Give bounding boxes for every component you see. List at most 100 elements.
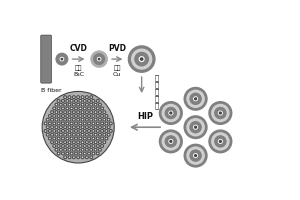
Circle shape [70,107,73,110]
Circle shape [78,112,79,113]
Circle shape [68,155,71,159]
Circle shape [95,149,96,150]
Circle shape [64,96,66,98]
Circle shape [93,145,94,147]
Circle shape [97,130,99,132]
Circle shape [71,108,72,109]
Circle shape [103,119,105,121]
Circle shape [86,119,88,120]
Circle shape [57,144,61,148]
Circle shape [91,127,92,128]
Circle shape [87,129,91,133]
Circle shape [76,140,80,144]
Circle shape [52,127,53,128]
Circle shape [46,133,50,137]
Circle shape [44,122,47,125]
Circle shape [66,152,68,155]
Circle shape [105,122,108,125]
Circle shape [58,137,60,140]
Circle shape [60,104,62,106]
Circle shape [70,130,73,132]
Circle shape [58,145,59,147]
Circle shape [69,112,70,113]
Circle shape [64,142,66,143]
Circle shape [55,118,59,122]
Text: CVD: CVD [70,44,88,53]
Circle shape [60,149,62,150]
Circle shape [92,115,95,117]
Circle shape [78,144,82,148]
Circle shape [79,107,82,110]
Circle shape [75,137,77,140]
Circle shape [94,103,98,107]
Circle shape [56,119,57,120]
Circle shape [94,125,98,129]
Circle shape [85,110,89,114]
Circle shape [80,145,81,147]
Circle shape [99,104,101,106]
Circle shape [90,96,92,98]
Circle shape [57,137,61,140]
Circle shape [48,114,52,118]
Circle shape [55,126,58,128]
Circle shape [68,148,71,152]
Circle shape [70,144,74,148]
Circle shape [77,134,79,136]
Circle shape [104,137,108,140]
Circle shape [68,118,71,122]
Circle shape [70,152,73,155]
Circle shape [88,122,90,125]
Circle shape [64,112,66,113]
Circle shape [77,119,79,121]
Circle shape [98,148,102,152]
Circle shape [68,110,71,114]
Circle shape [159,129,183,153]
Circle shape [49,115,50,117]
Circle shape [74,152,78,155]
Circle shape [79,137,82,140]
Circle shape [64,104,66,106]
Circle shape [64,119,66,121]
Circle shape [52,114,56,118]
Circle shape [55,133,59,137]
Circle shape [84,130,86,132]
Text: HIP: HIP [137,112,153,121]
Circle shape [93,108,94,109]
Circle shape [58,138,59,139]
Circle shape [81,111,84,113]
Circle shape [86,96,88,98]
Circle shape [81,103,85,107]
Circle shape [58,115,60,117]
Circle shape [169,140,172,143]
Circle shape [86,126,88,128]
Circle shape [77,126,79,128]
Circle shape [61,137,65,140]
Circle shape [78,127,79,128]
Circle shape [161,132,180,151]
Circle shape [74,144,78,148]
Circle shape [91,97,92,98]
Circle shape [87,137,91,140]
Circle shape [93,100,94,102]
Circle shape [97,57,101,61]
Circle shape [101,122,103,125]
Circle shape [69,104,70,105]
Circle shape [86,142,88,143]
Circle shape [68,111,70,113]
Circle shape [73,157,74,158]
Circle shape [214,107,226,119]
Circle shape [211,132,230,151]
Circle shape [77,96,79,98]
Circle shape [193,96,198,101]
Circle shape [55,111,58,113]
Circle shape [94,119,97,121]
Circle shape [63,155,67,159]
Circle shape [96,152,100,155]
Circle shape [70,100,73,102]
Circle shape [45,130,46,132]
Circle shape [70,114,74,118]
Circle shape [63,148,67,152]
Circle shape [71,115,72,117]
Circle shape [69,157,70,158]
Circle shape [104,134,105,135]
